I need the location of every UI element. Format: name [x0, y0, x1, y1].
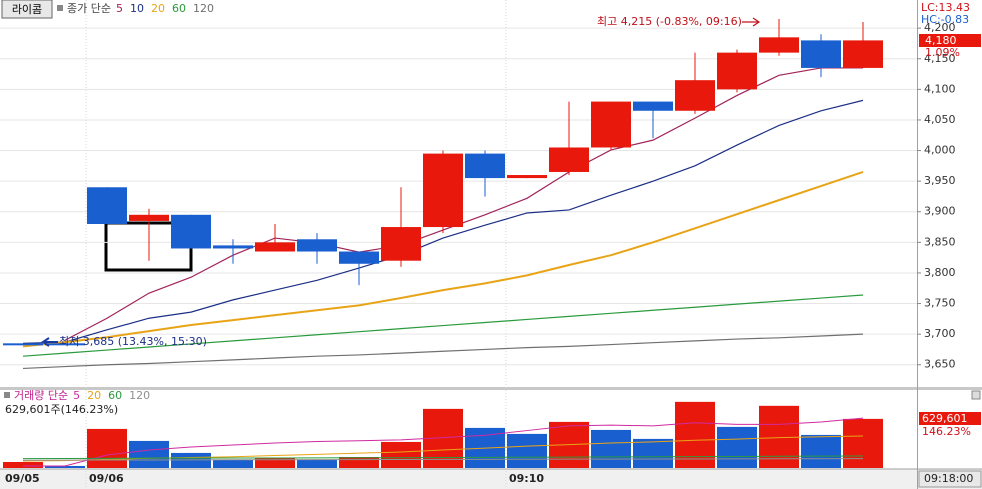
legend-header: 거래량 단순	[14, 389, 68, 402]
candle-body	[843, 40, 883, 68]
y-tick-label: 3,950	[924, 174, 956, 187]
candle-body	[3, 343, 43, 346]
volume-bar	[129, 440, 169, 468]
volume-bar	[633, 438, 673, 468]
last-price-box	[919, 34, 981, 47]
volume-bar	[507, 433, 547, 468]
legend-entry: 5	[73, 389, 80, 402]
y-tick-label: 3,700	[924, 327, 956, 340]
volume-bar	[843, 418, 883, 468]
volume-bar	[255, 458, 295, 468]
legend-entry: 60	[108, 389, 122, 402]
volume-bar	[339, 457, 379, 468]
ticker-box	[1, 0, 53, 19]
y-tick-label: 4,200	[924, 21, 956, 34]
y-tick-label: 3,750	[924, 297, 956, 310]
high-annotation: 최고 4,215 (-0.83%, 09:16)	[597, 15, 742, 28]
volume-bar	[801, 434, 841, 468]
legend-icon	[57, 5, 63, 11]
volume-average-line	[22, 458, 864, 461]
candle-body	[129, 214, 169, 221]
candle-body	[297, 239, 337, 252]
volume-bar	[3, 461, 43, 468]
low-arrow	[41, 337, 58, 347]
volume-average-line	[23, 417, 864, 467]
volume-bar	[213, 459, 253, 468]
panel-separator	[0, 387, 982, 390]
moving-average-line	[22, 294, 864, 357]
time-label: 09:18:00	[924, 472, 973, 485]
y-tick-label: 4,000	[924, 144, 956, 157]
volume-bar	[87, 428, 127, 468]
candle-body	[213, 245, 253, 249]
low-annotation: 최저 3,685 (13.43%, 15:30)	[59, 335, 207, 348]
candle-body	[717, 52, 757, 90]
legend-entry: 120	[129, 389, 150, 402]
volume-bar	[381, 441, 421, 468]
candle-body	[171, 214, 211, 249]
legend-entry: 20	[87, 389, 101, 402]
candle-body	[591, 101, 631, 148]
last-volume-pct: 146.23%	[922, 425, 971, 438]
hc-label: HC:-0.83	[921, 13, 969, 26]
legend-entry: 60	[172, 2, 186, 15]
y-tick-label: 3,650	[924, 358, 956, 371]
volume-bar	[45, 465, 85, 468]
y-tick-label: 3,850	[924, 235, 956, 248]
legend-entry: 20	[151, 2, 165, 15]
moving-average-line	[22, 99, 864, 344]
legend-entry: 10	[130, 2, 144, 15]
legend-icon	[4, 392, 10, 398]
collapse-button[interactable]	[971, 390, 981, 400]
last-volume-box	[919, 412, 981, 425]
y-tick-label: 4,100	[924, 82, 956, 95]
change-label: 1.09%	[925, 46, 960, 59]
candle-body	[675, 80, 715, 111]
candle-body	[381, 227, 421, 261]
legend-entry: 120	[193, 2, 214, 15]
ticker: 라이콤	[12, 3, 42, 16]
moving-average-line	[22, 171, 864, 348]
volume-bar	[591, 429, 631, 468]
candle-body	[87, 187, 127, 224]
volume-summary: 629,601주(146.23%)	[5, 403, 118, 416]
volume-bar	[297, 459, 337, 468]
x-tick-label: 09/05	[5, 472, 40, 485]
candle-body	[339, 251, 379, 264]
high-arrow	[742, 17, 761, 27]
moving-average-line	[22, 333, 864, 370]
volume-bar	[171, 452, 211, 468]
time-axis	[0, 469, 982, 489]
moving-average-line	[64, 67, 863, 341]
last-volume-label: 629,601	[922, 412, 968, 425]
candle-body	[633, 101, 673, 111]
time-box	[918, 470, 982, 488]
y-tick-label: 3,800	[924, 266, 956, 279]
candle-body	[549, 147, 589, 172]
y-tick-label: 4,150	[924, 52, 956, 65]
legend-entry: 5	[116, 2, 123, 15]
y-tick-label: 4,050	[924, 113, 956, 126]
candle-body	[423, 153, 463, 228]
candle-body	[45, 343, 85, 346]
y-tick-label: 3,900	[924, 205, 956, 218]
candle-body	[759, 37, 799, 53]
volume-average-line	[22, 455, 864, 460]
candle-body	[255, 242, 295, 252]
x-tick-label: 09:10	[509, 472, 544, 485]
legend-header: 종가 단순	[67, 2, 111, 15]
candle-body	[465, 153, 505, 179]
lc-label: LC:13.43	[921, 1, 970, 14]
volume-bar	[675, 401, 715, 468]
candle-body	[801, 40, 841, 68]
x-tick-label: 09/06	[89, 472, 124, 485]
candle-body	[507, 175, 547, 179]
volume-bar	[717, 426, 757, 468]
last-price-label: 4,180	[925, 34, 957, 47]
